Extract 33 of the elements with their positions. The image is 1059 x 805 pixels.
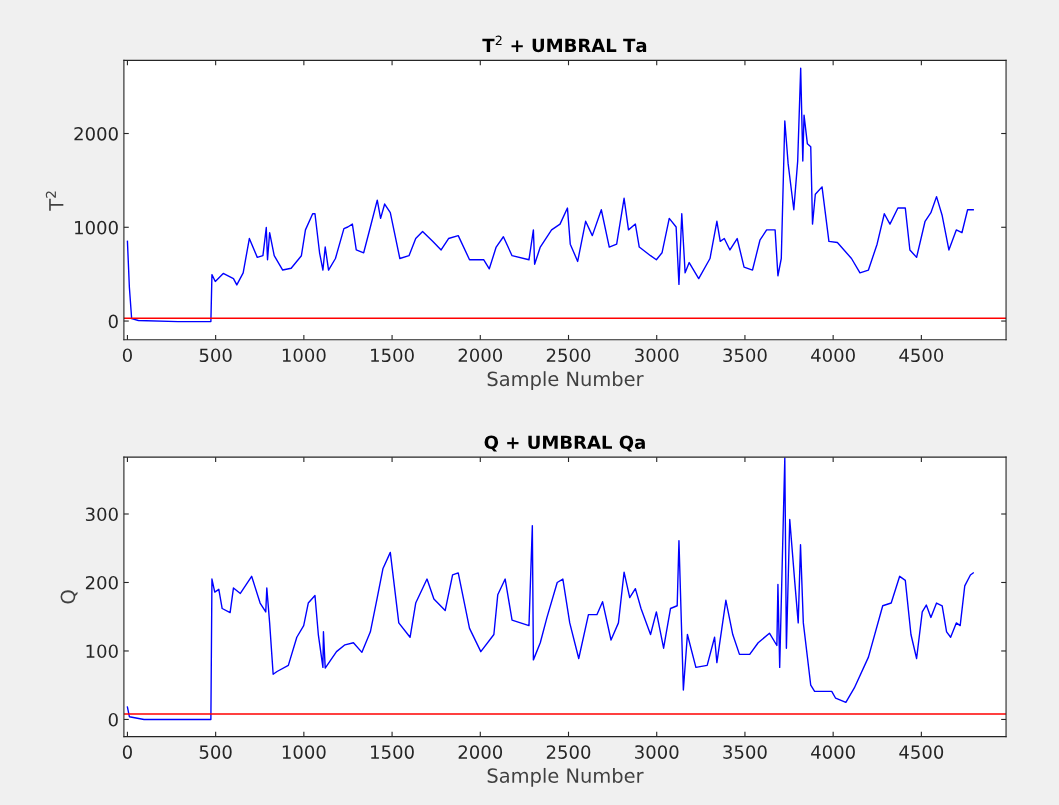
chart-title: T$^{2}$ + UMBRAL Ta (482, 35, 647, 53)
x-axis-title: Sample Number (487, 371, 644, 390)
x-tick-label: 3000 (635, 348, 679, 363)
x-tick-label: 4500 (899, 745, 944, 759)
x-tick-label: 1000 (282, 348, 326, 363)
x-tick-label: 4500 (899, 348, 944, 363)
x-tick-label: 3000 (635, 745, 679, 759)
x-tick-label: 2000 (458, 745, 503, 759)
x-tick-label: 2500 (546, 348, 591, 363)
y-axis-title: T$^{2}$ (45, 191, 64, 211)
x-tick-label: 500 (199, 745, 232, 759)
x-tick-label: 4000 (811, 348, 855, 363)
x-tick-label: 4000 (811, 745, 855, 759)
y-tick-label: 2000 (74, 126, 118, 141)
y-tick-label: 300 (85, 507, 118, 522)
x-tick-label: 500 (199, 348, 232, 363)
y-axis-title: Q (60, 590, 78, 604)
y-tick-label: 0 (108, 712, 118, 727)
x-tick-label: 1500 (371, 348, 414, 363)
x-tick-label: 0 (122, 745, 132, 759)
y-tick-label: 100 (86, 644, 118, 659)
x-tick-label: 2500 (546, 745, 591, 759)
x-tick-label: 2000 (458, 348, 503, 363)
y-tick-label: 1000 (75, 220, 118, 235)
x-tick-label: 1500 (371, 745, 414, 759)
x-tick-label: 3500 (723, 348, 767, 363)
x-tick-label: 0 (122, 348, 132, 363)
y-tick-label: 200 (85, 575, 118, 590)
x-axis-title: Sample Number (487, 767, 644, 787)
x-tick-label: 1000 (282, 745, 326, 759)
y-tick-label: 0 (108, 314, 118, 329)
x-tick-label: 3500 (723, 745, 767, 759)
chart-title: Q + UMBRAL Qa (484, 435, 645, 452)
